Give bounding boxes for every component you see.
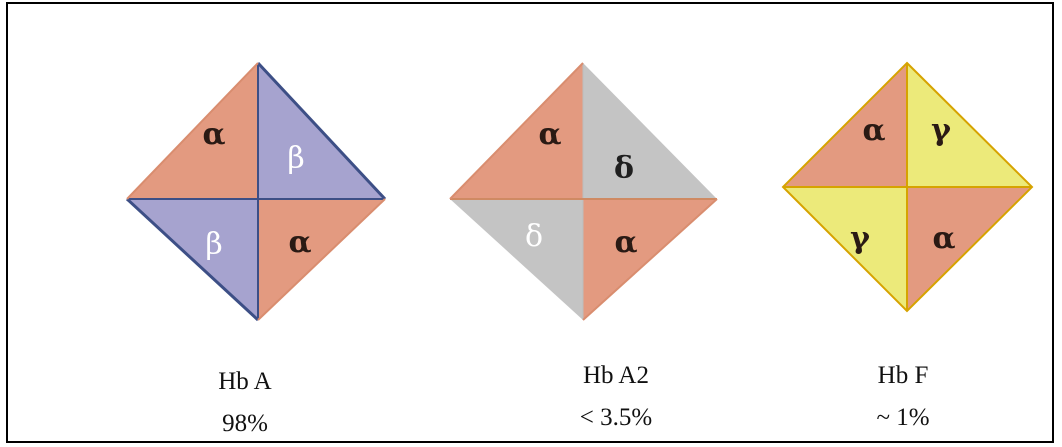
hba-label-bottom-left: β (205, 227, 222, 262)
hba2-label-top-right: δ (614, 151, 634, 186)
hba2-name: Hb A2 (583, 362, 649, 389)
hbf-label-bottom-right: α (932, 221, 955, 256)
hbf-label-top-left: α (862, 113, 885, 148)
hba-name: Hb A (218, 368, 272, 395)
hba-label-top-left: α (202, 117, 225, 152)
hbf-name: Hb F (877, 362, 929, 389)
hba-diamond: α β β α (125, 61, 387, 322)
hba2-percent: < 3.5% (579, 404, 653, 431)
hba2-label-bottom-left: δ (525, 219, 543, 254)
hbf-percent: ~ 1% (876, 404, 930, 431)
hba2-bottom-left-quadrant (450, 199, 583, 320)
hba2-top-right-quadrant (583, 63, 717, 199)
hba2-label-top-left: α (538, 117, 561, 152)
hba-label-top-right: β (287, 141, 304, 176)
hbf-label-bottom-left: γ (850, 221, 870, 256)
hbf-label-top-right: γ (931, 113, 951, 148)
hba2-diamond: α δ δ α (449, 62, 718, 321)
hba-label-bottom-right: α (288, 225, 311, 260)
hbf-diamond: α γ γ α (781, 61, 1034, 313)
hba-percent: 98% (222, 410, 268, 437)
hba2-label-bottom-right: α (614, 225, 637, 260)
